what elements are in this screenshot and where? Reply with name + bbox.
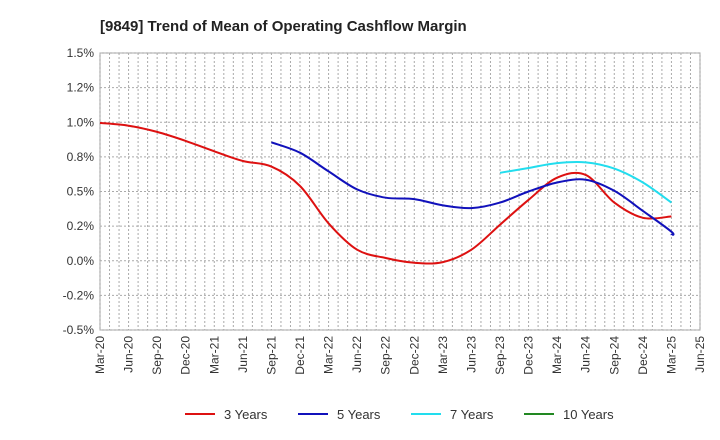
y-tick-label: 1.2%	[67, 81, 95, 95]
x-tick-label: Mar-22	[322, 336, 336, 374]
grid	[99, 52, 701, 331]
chart-title: [9849] Trend of Mean of Operating Cashfl…	[100, 18, 467, 35]
series-line-7-years	[499, 160, 672, 204]
x-tick-label: Jun-20	[122, 336, 136, 373]
x-tick-label: Dec-21	[293, 336, 307, 375]
x-tick-label: Sep-23	[493, 336, 507, 375]
y-tick-label: 1.5%	[67, 46, 95, 60]
x-tick-label: Mar-20	[93, 336, 107, 374]
x-tick-label: Jun-24	[579, 336, 593, 373]
x-tick-label: Sep-21	[264, 336, 278, 375]
y-tick-label: -0.5%	[63, 323, 95, 337]
x-tick-label: Jun-23	[464, 336, 478, 373]
x-tick-label: Mar-23	[436, 336, 450, 374]
x-axis: Mar-20 Jun-20 Sep-20 Dec-20 Mar-21 Jun-21 Sep-…	[93, 336, 707, 375]
x-tick-label: Dec-22	[407, 336, 421, 375]
x-tick-label: Sep-24	[607, 336, 621, 375]
x-tick-label: Mar-21	[207, 336, 221, 374]
x-tick-label: Jun-22	[350, 336, 364, 373]
legend: 3 Years 5 Years 7 Years 10 Years	[185, 407, 614, 422]
x-tick-label: Dec-24	[636, 336, 650, 375]
legend-label: 3 Years	[224, 407, 268, 422]
y-tick-label: 0.8%	[67, 150, 95, 164]
x-tick-label: Jun-21	[236, 336, 250, 373]
x-tick-label: Sep-22	[379, 336, 393, 375]
legend-label: 7 Years	[450, 407, 494, 422]
x-tick-label: Mar-25	[664, 336, 678, 374]
series-line-5-years	[271, 141, 675, 237]
x-tick-label: Jun-25	[693, 336, 707, 373]
y-tick-label: -0.2%	[63, 288, 95, 302]
x-tick-label: Mar-24	[550, 336, 564, 374]
y-tick-label: 1.0%	[67, 115, 95, 129]
legend-label: 10 Years	[563, 407, 614, 422]
x-tick-label: Dec-23	[522, 336, 536, 375]
y-tick-label: 0.0%	[67, 254, 95, 268]
series-group	[99, 121, 675, 265]
y-tick-label: 0.5%	[67, 185, 95, 199]
y-axis: 1.5% 1.2% 1.0% 0.8% 0.5% 0.2% 0.0% -0.2% -0.5%	[63, 46, 95, 337]
y-tick-label: 0.2%	[67, 219, 95, 233]
x-tick-label: Sep-20	[150, 336, 164, 375]
legend-label: 5 Years	[337, 407, 381, 422]
series-line-3-years	[99, 121, 672, 265]
x-tick-label: Dec-20	[179, 336, 193, 375]
